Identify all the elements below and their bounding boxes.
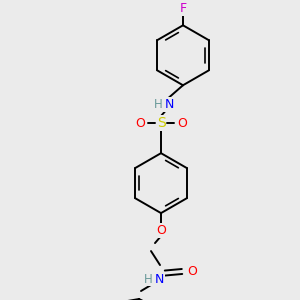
Text: F: F <box>179 2 187 15</box>
Text: N: N <box>154 272 164 286</box>
Text: S: S <box>157 116 165 130</box>
Text: O: O <box>187 265 197 278</box>
Text: H: H <box>154 98 162 111</box>
Text: O: O <box>177 117 187 130</box>
Text: O: O <box>156 224 166 237</box>
Text: H: H <box>144 272 152 286</box>
Text: O: O <box>135 117 145 130</box>
Text: N: N <box>164 98 174 111</box>
